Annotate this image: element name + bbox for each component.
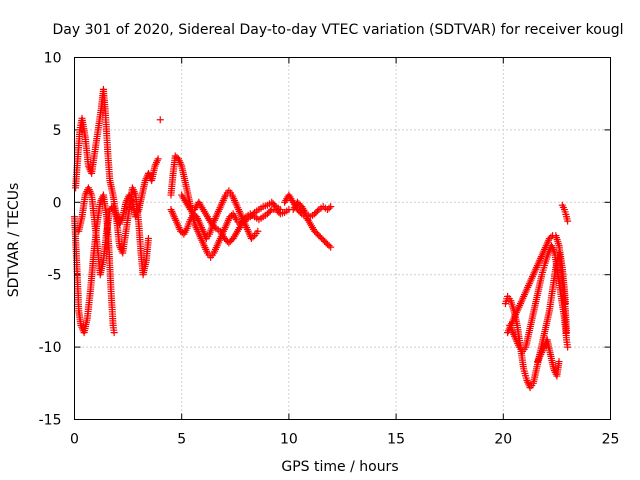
data-point	[561, 300, 569, 308]
tick-labels: 0 5 10 15 20 25 -15 -10 -5 0 5 10	[39, 51, 620, 448]
data-point-interp	[325, 242, 333, 250]
data-point	[276, 206, 284, 214]
y-tick-label: -5	[48, 268, 62, 284]
data-point	[564, 217, 572, 225]
data-point	[156, 116, 164, 124]
data-point	[254, 227, 262, 235]
x-tick-label: 5	[177, 432, 186, 448]
y-tick-label: -15	[39, 413, 62, 429]
y-axis-label: SDTVAR / TECUs	[6, 183, 22, 298]
data-point	[327, 243, 335, 251]
data-point-interp	[249, 210, 257, 218]
data-point	[110, 329, 118, 337]
data-point-interp	[249, 233, 257, 241]
y-tick-label: 5	[53, 123, 62, 139]
x-tick-label: 20	[494, 432, 512, 448]
plot-frame	[74, 57, 611, 420]
data-points	[71, 85, 572, 392]
data-point-interp	[241, 217, 249, 225]
data-point	[154, 155, 162, 163]
x-tick-label: 25	[602, 432, 620, 448]
x-axis-label: GPS time / hours	[281, 459, 398, 475]
data-point-interp	[211, 223, 219, 231]
data-point-interp	[271, 201, 279, 209]
y-tick-label: -10	[39, 340, 62, 356]
y-tick-label: 0	[53, 195, 62, 211]
data-point	[144, 235, 152, 242]
data-point-interp	[325, 204, 333, 212]
x-tick-label: 0	[70, 432, 79, 448]
data-point-interp	[313, 207, 321, 215]
data-point-interp	[266, 207, 274, 215]
chart-title: Day 301 of 2020, Sidereal Day-to-day VTE…	[52, 22, 623, 38]
data-point	[555, 358, 563, 366]
y-tick-label: 10	[44, 51, 62, 67]
grid	[74, 57, 611, 420]
data-point	[564, 343, 572, 351]
x-tick-label: 10	[280, 432, 298, 448]
x-tick-label: 15	[387, 432, 405, 448]
data-point	[327, 203, 335, 211]
